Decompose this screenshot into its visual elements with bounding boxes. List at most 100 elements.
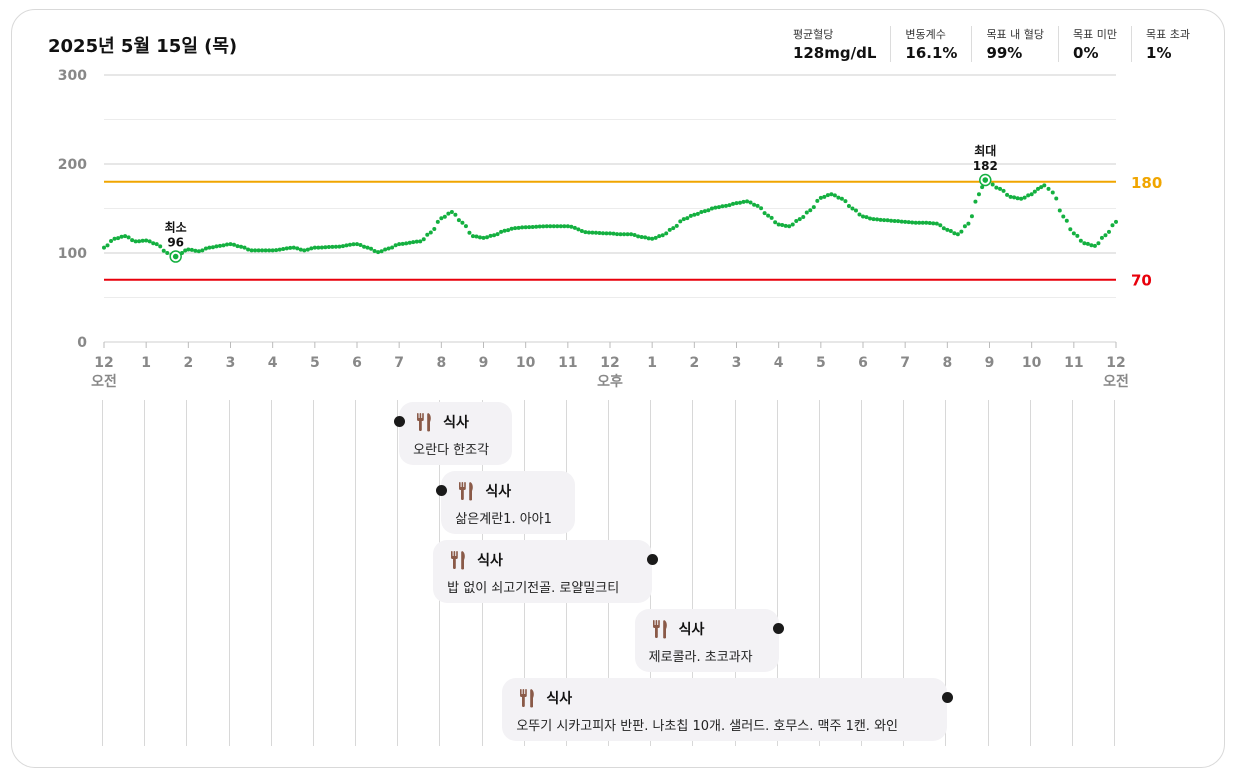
glucose-point bbox=[1042, 183, 1047, 188]
glucose-point bbox=[369, 246, 374, 251]
glucose-point bbox=[214, 244, 219, 249]
glucose-point bbox=[116, 236, 121, 241]
stat-label: 목표 초과 bbox=[1146, 28, 1190, 41]
glucose-point bbox=[260, 248, 265, 253]
glucose-point bbox=[383, 247, 388, 252]
meal-header: 식사 bbox=[516, 687, 933, 709]
glucose-point bbox=[843, 199, 848, 204]
glucose-point bbox=[267, 248, 272, 253]
glucose-point bbox=[734, 201, 739, 206]
glucose-point bbox=[695, 211, 700, 216]
glucose-point bbox=[105, 243, 110, 248]
glucose-point bbox=[569, 224, 574, 229]
glucose-point bbox=[716, 205, 721, 210]
meal-description: 제로콜라. 초코과자 bbox=[648, 650, 753, 665]
glucose-point bbox=[520, 225, 525, 230]
glucose-point bbox=[752, 202, 757, 207]
glucose-point bbox=[492, 233, 497, 238]
glucose-point bbox=[284, 246, 289, 251]
glucose-point bbox=[428, 230, 433, 235]
glucose-point bbox=[590, 230, 595, 235]
glucose-point bbox=[239, 244, 244, 249]
x-tick-sublabel: 오전 bbox=[1103, 373, 1129, 390]
glucose-point bbox=[1050, 190, 1055, 195]
glucose-point bbox=[425, 232, 430, 237]
glucose-point bbox=[109, 238, 114, 243]
meal-description: 밥 없이 쇠고기전골. 로얄밀크티 bbox=[447, 581, 620, 596]
glucose-point bbox=[565, 224, 570, 229]
glucose-point bbox=[853, 208, 858, 213]
glucose-point bbox=[154, 242, 159, 247]
glucose-point bbox=[969, 214, 974, 219]
glucose-point bbox=[502, 228, 507, 233]
glucose-point bbox=[414, 239, 419, 244]
meal-card[interactable]: 식사 오뚜기 시카고피자 반판. 나초칩 10개. 샐러드. 호무스. 맥주 1캔… bbox=[502, 678, 948, 741]
glucose-point bbox=[994, 185, 999, 190]
glucose-point bbox=[899, 219, 904, 224]
glucose-point bbox=[397, 242, 402, 247]
glucose-point bbox=[910, 220, 915, 225]
glucose-point bbox=[815, 198, 820, 203]
glucose-point bbox=[1092, 243, 1097, 248]
timeline-hour-line bbox=[228, 400, 230, 746]
glucose-point bbox=[818, 195, 823, 200]
glucose-point bbox=[485, 235, 490, 240]
glucose-point bbox=[1114, 219, 1118, 224]
glucose-point bbox=[850, 206, 855, 211]
meal-time-dot bbox=[941, 692, 953, 703]
glucose-point bbox=[137, 239, 142, 244]
glucose-point bbox=[302, 248, 307, 253]
meal-card[interactable]: 식사 삶은계란1. 아아1 bbox=[441, 471, 576, 534]
glucose-point bbox=[794, 218, 799, 223]
summary-stats: 평균혈당 128mg/dL 변동계수 16.1% 목표 내 혈당 99% 목표 … bbox=[779, 26, 1204, 62]
glucose-point bbox=[123, 234, 128, 239]
glucose-point bbox=[766, 213, 771, 218]
glucose-point bbox=[625, 232, 630, 237]
x-tick-label: 12 bbox=[94, 355, 113, 371]
glucose-point bbox=[463, 224, 468, 229]
timeline-hour-line bbox=[355, 400, 356, 746]
stat-cv: 변동계수 16.1% bbox=[890, 26, 971, 62]
glucose-point bbox=[400, 241, 405, 246]
meal-card[interactable]: 식사 오란다 한조각 bbox=[399, 402, 513, 465]
glucose-point bbox=[748, 200, 753, 205]
stat-label: 목표 내 혈당 bbox=[986, 28, 1045, 41]
timeline-hour-line bbox=[818, 400, 820, 746]
glucose-point bbox=[326, 244, 331, 249]
glucose-point bbox=[727, 203, 732, 208]
glucose-point bbox=[1015, 196, 1020, 201]
x-tick-label: 1 bbox=[141, 355, 151, 371]
glucose-point bbox=[745, 199, 750, 204]
glucose-point bbox=[906, 220, 911, 225]
glucose-point bbox=[435, 219, 440, 224]
x-tick-label: 2 bbox=[689, 355, 699, 371]
glucose-point bbox=[1035, 186, 1040, 191]
glucose-point bbox=[808, 208, 813, 213]
glucose-point bbox=[709, 206, 714, 211]
meal-card[interactable]: 식사 제로콜라. 초코과자 bbox=[634, 609, 779, 672]
glucose-point bbox=[885, 218, 890, 223]
x-tick-sublabel: 오후 bbox=[597, 374, 623, 390]
glucose-point bbox=[119, 234, 124, 239]
x-tick-label: 3 bbox=[226, 355, 236, 371]
glucose-point bbox=[344, 243, 349, 248]
glucose-point bbox=[636, 234, 641, 239]
glucose-point bbox=[453, 212, 458, 217]
meal-title: 식사 bbox=[477, 553, 503, 569]
glucose-point bbox=[678, 219, 683, 224]
glucose-point bbox=[941, 226, 946, 231]
x-tick-label: 2 bbox=[183, 355, 193, 371]
timeline-hour-line bbox=[186, 400, 188, 746]
x-tick-sublabel: 오전 bbox=[91, 373, 117, 390]
stat-value: 0% bbox=[1073, 44, 1099, 62]
glucose-point bbox=[527, 225, 532, 230]
glucose-point bbox=[604, 231, 609, 236]
glucose-point bbox=[249, 248, 254, 253]
glucose-point bbox=[1106, 229, 1111, 234]
max-label: 최대 bbox=[974, 143, 996, 158]
glucose-point bbox=[1029, 192, 1034, 197]
glucose-point bbox=[404, 241, 409, 246]
glucose-point bbox=[126, 235, 131, 240]
glucose-point bbox=[934, 221, 939, 226]
